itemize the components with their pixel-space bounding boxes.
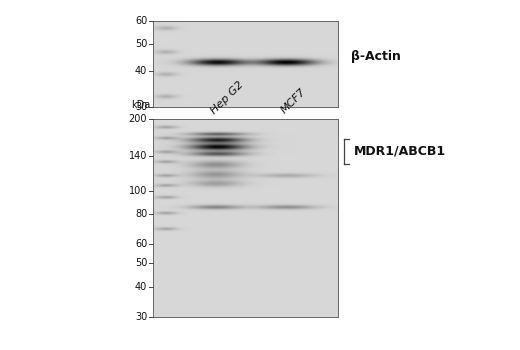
Text: 200: 200 (128, 114, 147, 124)
Text: Hep G2: Hep G2 (209, 79, 245, 116)
Text: MDR1/ABCB1: MDR1/ABCB1 (354, 145, 446, 158)
Text: 50: 50 (135, 38, 147, 49)
Text: 30: 30 (135, 312, 147, 322)
Text: 40: 40 (135, 66, 147, 76)
Text: 30: 30 (135, 102, 147, 112)
Text: 50: 50 (135, 259, 147, 268)
Text: MCF7: MCF7 (279, 86, 308, 116)
Text: 60: 60 (135, 16, 147, 26)
Text: 60: 60 (135, 239, 147, 250)
Text: kDa: kDa (131, 100, 150, 110)
Text: β-Actin: β-Actin (351, 50, 401, 63)
Text: 80: 80 (135, 210, 147, 219)
Text: 40: 40 (135, 282, 147, 292)
Text: 140: 140 (129, 151, 147, 161)
Text: 100: 100 (129, 186, 147, 196)
